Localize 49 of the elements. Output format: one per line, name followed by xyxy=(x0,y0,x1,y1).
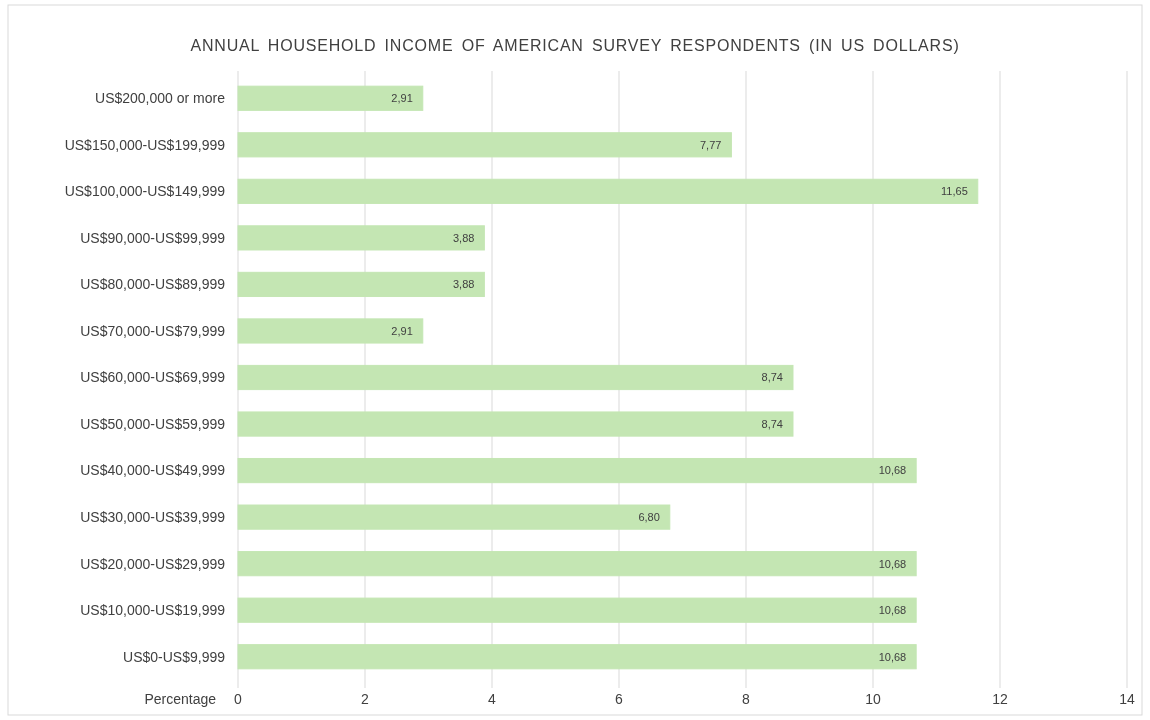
x-tick-label: 12 xyxy=(992,691,1008,707)
data-label: 10,68 xyxy=(878,650,907,663)
y-tick-label: US$20,000-US$29,999 xyxy=(80,555,226,572)
bar xyxy=(237,85,424,111)
y-tick-label: US$90,000-US$99,999 xyxy=(80,229,226,246)
bar xyxy=(237,597,917,623)
x-tick-label: 4 xyxy=(488,691,497,707)
bar xyxy=(237,318,424,344)
bar xyxy=(237,551,917,577)
y-tick-label: US$150,000-US$199,999 xyxy=(64,136,226,153)
data-label: 8,74 xyxy=(761,371,783,384)
y-tick-label: US$60,000-US$69,999 xyxy=(80,369,226,386)
x-tick-label: 2 xyxy=(361,691,370,707)
data-label: 10,68 xyxy=(878,557,907,570)
x-tick-label: 0 xyxy=(234,691,243,707)
bar xyxy=(237,644,917,670)
y-tick-label: US$70,000-US$79,999 xyxy=(80,322,226,339)
bar xyxy=(237,364,794,391)
data-label: 3,88 xyxy=(452,278,475,291)
x-tick-label: 14 xyxy=(1119,691,1135,707)
bar xyxy=(237,411,794,437)
y-tick-label: US$200,000 or more xyxy=(95,90,226,107)
bar xyxy=(237,178,979,204)
data-label: 10,68 xyxy=(878,464,907,477)
bar xyxy=(237,271,485,298)
y-tick-label: US$80,000-US$89,999 xyxy=(80,276,226,293)
x-axis-title: Percentage xyxy=(144,691,217,707)
y-tick-label: US$10,000-US$19,999 xyxy=(80,602,226,619)
y-tick-label: US$30,000-US$39,999 xyxy=(80,509,226,526)
bar xyxy=(237,132,732,158)
data-label: 8,74 xyxy=(761,417,783,430)
y-tick-label: US$40,000-US$49,999 xyxy=(80,462,226,479)
data-label: 10,68 xyxy=(878,604,907,617)
y-tick-label: US$100,000-US$149,999 xyxy=(64,183,226,200)
y-tick-label: US$50,000-US$59,999 xyxy=(80,415,226,432)
x-tick-label: 8 xyxy=(742,691,751,707)
bar xyxy=(237,457,917,484)
data-label: 7,77 xyxy=(699,138,722,151)
chart-title: ANNUAL HOUSEHOLD INCOME OF AMERICAN SURVEY RESPONDENTS (IN US DOLLARS) xyxy=(190,37,960,54)
data-label: 6,80 xyxy=(638,510,660,523)
data-label: 3,88 xyxy=(452,231,475,244)
data-label: 11,65 xyxy=(941,185,968,198)
bar xyxy=(237,504,671,530)
x-tick-label: 10 xyxy=(865,691,881,707)
y-tick-label: US$0-US$9,999 xyxy=(123,648,226,665)
x-tick-label: 6 xyxy=(615,691,624,707)
data-label: 2,91 xyxy=(391,324,413,337)
bar xyxy=(237,225,485,251)
data-label: 2,91 xyxy=(391,92,413,105)
